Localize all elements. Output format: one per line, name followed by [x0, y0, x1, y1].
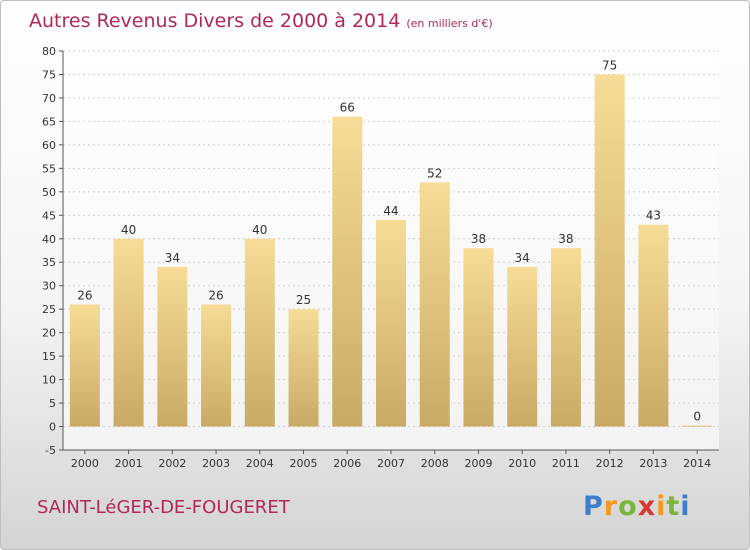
logo-letter: r — [603, 491, 619, 522]
y-tick-label: 30 — [42, 280, 56, 293]
x-tick-label: 2010 — [508, 457, 536, 470]
bar — [69, 304, 100, 427]
x-tick-label: 2004 — [246, 457, 274, 470]
data-label: 38 — [558, 232, 573, 246]
bar — [376, 219, 406, 427]
chart-title-text: Autres Revenus Divers de 2000 à 2014 — [29, 10, 401, 32]
data-label: 40 — [121, 223, 136, 237]
y-tick-label: 60 — [42, 139, 56, 152]
logo-letter: i — [680, 491, 691, 522]
logo-letter: o — [618, 491, 638, 522]
y-tick-label: 5 — [49, 397, 56, 410]
bar — [244, 238, 275, 427]
y-tick-label: 15 — [42, 350, 56, 363]
x-tick-label: 2014 — [683, 457, 711, 470]
x-tick-label: 2013 — [639, 457, 667, 470]
logo-letter: x — [637, 491, 657, 522]
y-tick-label: 20 — [42, 327, 56, 340]
bar — [550, 248, 581, 427]
y-tick-label: -5 — [45, 444, 56, 457]
x-tick-label: 2003 — [202, 457, 230, 470]
y-tick-label: 80 — [42, 45, 56, 58]
y-tick-label: 10 — [42, 374, 56, 387]
data-label: 44 — [383, 204, 398, 218]
data-label: 66 — [340, 101, 355, 115]
chart-unit: (en milliers d'€) — [406, 17, 493, 30]
data-label: 43 — [646, 209, 661, 223]
data-label: 26 — [77, 288, 92, 302]
y-tick-label: 40 — [42, 233, 56, 246]
bar — [507, 266, 538, 427]
x-tick-label: 2011 — [552, 457, 580, 470]
logo-letter: t — [666, 491, 681, 522]
bar — [419, 182, 450, 427]
data-label: 26 — [208, 288, 223, 302]
bar — [157, 266, 188, 427]
bar — [288, 309, 319, 427]
data-label: 25 — [296, 293, 311, 307]
data-label: 34 — [515, 251, 530, 265]
x-tick-label: 2006 — [333, 457, 361, 470]
data-label: 0 — [693, 410, 701, 424]
chart-title: Autres Revenus Divers de 2000 à 2014 (en … — [29, 10, 493, 32]
data-label: 40 — [252, 223, 267, 237]
data-label: 38 — [471, 232, 486, 246]
bar — [463, 248, 494, 427]
y-tick-label: 70 — [42, 92, 56, 105]
y-tick-label: 35 — [42, 256, 56, 269]
y-tick-label: 45 — [42, 209, 56, 222]
y-tick-label: 25 — [42, 303, 56, 316]
proxiti-logo: Proxiti — [583, 491, 691, 522]
data-label: 34 — [165, 251, 180, 265]
data-label: 75 — [602, 58, 617, 72]
plot-area: -5 0 5 10 15 20 25 30 35 40 45 50 55 60 65 70 75 80 26 2000… — [42, 45, 719, 470]
logo-letter: i — [656, 491, 667, 522]
y-tick-label: 65 — [42, 115, 56, 128]
x-tick-label: 2007 — [377, 457, 405, 470]
x-tick-label: 2002 — [158, 457, 186, 470]
x-tick-label: 2009 — [464, 457, 492, 470]
bar — [113, 238, 144, 427]
location-name: SAINT-LéGER-DE-FOUGERET — [37, 497, 290, 518]
data-label: 52 — [427, 166, 442, 180]
x-tick-label: 2000 — [71, 457, 99, 470]
y-tick-label: 75 — [42, 68, 56, 81]
x-tick-label: 2008 — [421, 457, 449, 470]
y-tick-label: 55 — [42, 162, 56, 175]
y-tick-label: 0 — [49, 421, 56, 434]
x-tick-label: 2005 — [290, 457, 318, 470]
bar — [594, 74, 625, 427]
bar — [201, 304, 232, 427]
x-tick-label: 2012 — [596, 457, 624, 470]
logo-letter: P — [583, 491, 604, 522]
bar — [638, 224, 669, 427]
y-tick-label: 50 — [42, 186, 56, 199]
bar — [332, 116, 363, 427]
x-tick-label: 2001 — [115, 457, 143, 470]
bar — [682, 425, 713, 427]
